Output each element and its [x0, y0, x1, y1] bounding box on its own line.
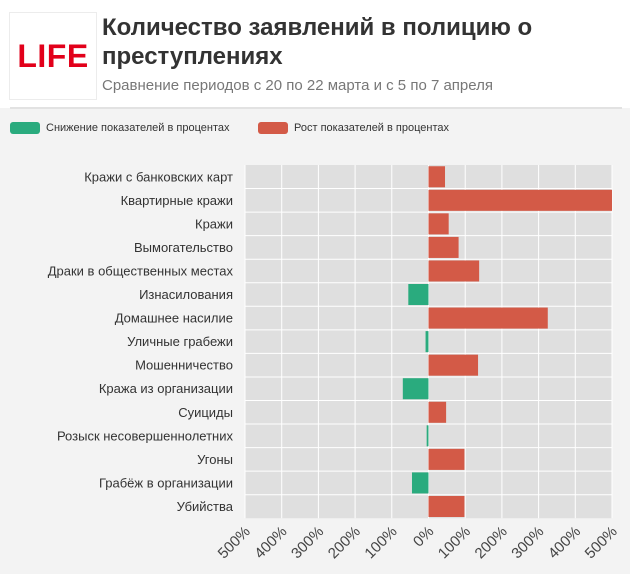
legend-swatch-increase — [258, 122, 288, 134]
bar — [411, 472, 429, 494]
bar — [426, 425, 429, 447]
logo-text: LIFE — [17, 37, 89, 74]
bar — [428, 448, 465, 470]
x-tick-label: 100% — [361, 523, 400, 562]
category-label: Изнасилования — [139, 287, 233, 302]
category-label: Кража из организации — [99, 381, 233, 396]
category-label: Уличные грабежи — [127, 334, 233, 349]
x-tick-label: 0% — [410, 523, 437, 550]
bar — [428, 354, 479, 376]
bar-chart: Кражи с банковских карт Квартирные кражи К… — [48, 165, 621, 562]
bar — [428, 213, 449, 235]
bar — [428, 307, 548, 329]
legend-label-increase: Рост показателей в процентах — [294, 122, 450, 134]
bar — [428, 401, 447, 423]
legend-item-decrease: Снижение показателей в процентах — [10, 122, 229, 134]
bar — [425, 331, 429, 353]
category-label: Кражи — [195, 216, 233, 231]
category-label: Драки в общественных местах — [48, 263, 234, 278]
category-label: Квартирные кражи — [121, 193, 233, 208]
bar — [428, 236, 459, 258]
legend-swatch-decrease — [10, 122, 40, 134]
header: LIFE Количество заявлений в полицию о пр… — [0, 0, 630, 108]
x-tick-label: 500% — [582, 523, 621, 562]
x-tick-label: 400% — [251, 523, 290, 562]
category-label: Суициды — [178, 405, 233, 420]
category-label: Розыск несовершеннолетних — [57, 428, 234, 443]
x-tick-label: 300% — [508, 523, 547, 562]
bar — [428, 166, 446, 188]
bar — [428, 260, 480, 282]
category-label: Грабёж в организации — [99, 475, 233, 490]
legend-label-decrease: Снижение показателей в процентах — [46, 122, 230, 134]
x-tick-label: 200% — [325, 523, 364, 562]
x-tick-label: 300% — [288, 523, 327, 562]
header-divider — [10, 107, 622, 109]
category-label: Домашнее насилие — [115, 311, 233, 326]
category-label: Мошенничество — [135, 358, 233, 373]
category-label: Угоны — [197, 452, 233, 467]
bar — [408, 284, 429, 306]
bar — [428, 495, 465, 517]
category-label: Вымогательство — [134, 240, 233, 255]
chart-subtitle: Сравнение периодов с 20 по 22 марта и с … — [102, 77, 493, 94]
x-tick-label: 400% — [545, 523, 584, 562]
bar — [402, 378, 429, 400]
chart-title: Количество заявлений в полицию о преступ… — [102, 14, 533, 70]
life-logo: LIFE — [10, 13, 96, 99]
x-tick-label: 100% — [435, 523, 474, 562]
bar — [428, 189, 612, 211]
x-tick-label: 500% — [215, 523, 254, 562]
x-tick-label: 200% — [472, 523, 511, 562]
legend-item-increase: Рост показателей в процентах — [258, 122, 449, 134]
category-label: Убийства — [177, 499, 234, 514]
category-label: Кражи с банковских карт — [84, 169, 233, 184]
